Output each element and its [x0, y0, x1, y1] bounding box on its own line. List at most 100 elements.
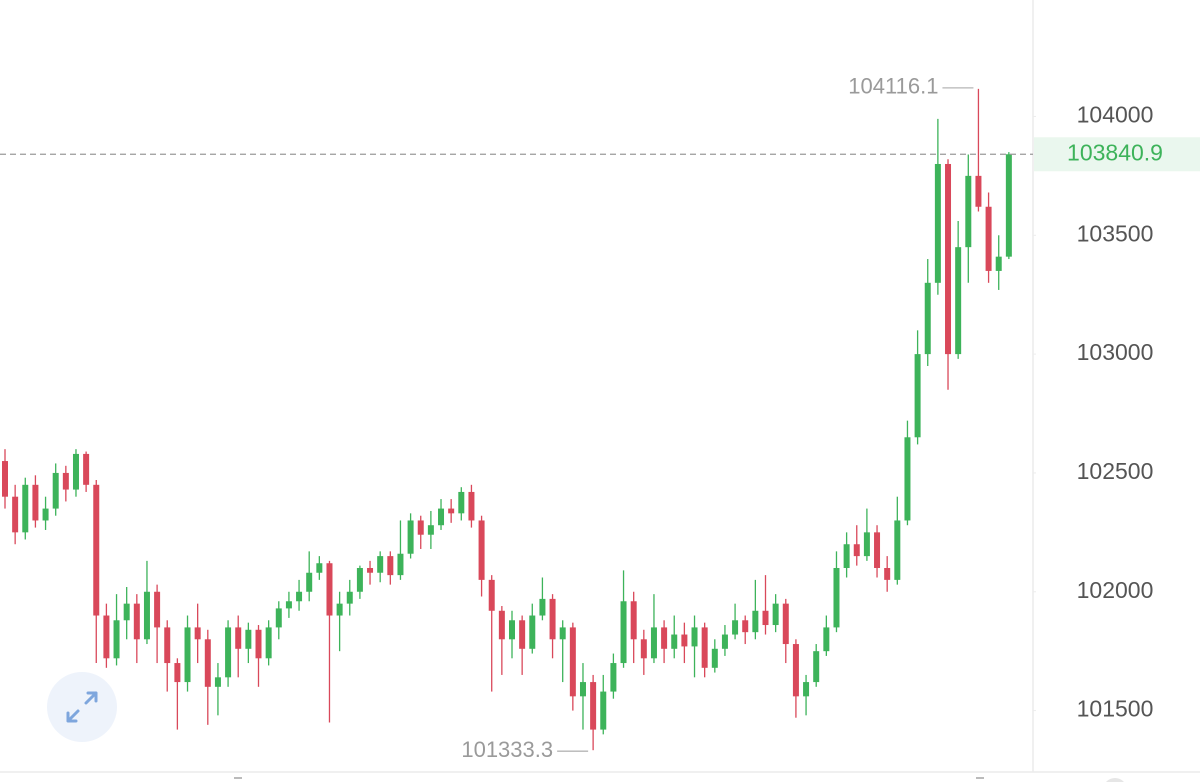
candle-body	[255, 629, 262, 659]
candle-body	[275, 608, 282, 628]
candle-body	[934, 163, 941, 283]
candle-body	[640, 639, 647, 659]
candle-body	[478, 520, 485, 580]
candle-body	[316, 563, 323, 573]
candle-body	[823, 627, 830, 652]
candle-body	[945, 163, 952, 355]
candle-body	[650, 627, 657, 659]
candle-body	[22, 484, 29, 533]
candle-body	[691, 627, 698, 647]
candle-body	[813, 651, 820, 683]
candle-body	[194, 627, 201, 640]
candle-body	[600, 691, 607, 730]
candle-body	[336, 603, 343, 616]
candle-body	[732, 620, 739, 635]
candle-body	[569, 627, 576, 697]
candle-body	[721, 634, 728, 649]
candle-body	[367, 567, 374, 573]
candle-body	[965, 175, 972, 248]
candle-body	[387, 556, 394, 576]
candle-body	[975, 175, 982, 207]
candle-body	[204, 639, 211, 687]
candle-body	[427, 525, 434, 535]
candle-body	[559, 627, 566, 640]
candle-body	[113, 620, 120, 659]
candle-body	[488, 579, 495, 611]
candle-body	[356, 567, 363, 592]
candle-body	[245, 629, 252, 649]
last-price-label: 103840.9	[1067, 139, 1163, 165]
candle-body	[681, 634, 688, 647]
candle-body	[2, 461, 8, 497]
candle-body	[12, 496, 19, 533]
candle-body	[72, 453, 79, 490]
y-tick-label: 102000	[1077, 577, 1154, 603]
candle-body	[955, 247, 962, 355]
candle-body	[164, 627, 171, 664]
bottom-icon	[1106, 778, 1124, 782]
candle-body	[539, 598, 546, 616]
candle-body	[833, 567, 840, 628]
candle-body	[792, 644, 799, 697]
candle-body	[438, 508, 445, 526]
candle-body	[377, 556, 384, 573]
candle-body	[509, 620, 515, 640]
candle-body	[1005, 154, 1012, 257]
candle-body	[42, 508, 49, 521]
candle-body	[62, 472, 69, 490]
candle-body	[884, 567, 891, 580]
candle-body	[985, 206, 992, 271]
candle-body	[995, 256, 1002, 271]
candle-body	[498, 610, 505, 640]
y-tick-label: 103000	[1077, 339, 1154, 365]
candle-body	[853, 544, 860, 557]
candle-body	[184, 627, 191, 683]
candle-body	[620, 601, 627, 664]
candle-body	[782, 603, 789, 645]
y-tick-label: 103500	[1077, 220, 1154, 246]
candle-body	[407, 520, 414, 554]
candle-body	[701, 627, 708, 668]
candle-body	[214, 677, 221, 687]
expand-icon	[66, 691, 98, 723]
candle-body	[468, 491, 475, 521]
candle-body	[174, 663, 181, 683]
candle-body	[630, 601, 637, 640]
candle-body	[752, 610, 759, 633]
candle-body	[397, 553, 404, 576]
candle-body	[863, 532, 870, 557]
high-annotation: 104116.1	[848, 74, 938, 99]
candle-body	[711, 648, 718, 668]
y-tick-label: 104000	[1077, 102, 1154, 128]
last-price-bg	[1034, 137, 1200, 172]
candles	[2, 88, 1012, 751]
candle-body	[579, 682, 586, 697]
low-annotation: 101333.3	[461, 737, 553, 762]
candle-body	[143, 591, 150, 640]
candle-body	[904, 437, 911, 521]
expand-button[interactable]	[47, 672, 117, 742]
candle-body	[306, 572, 313, 592]
candle-body	[32, 484, 39, 521]
candle-body	[93, 484, 100, 616]
candle-body	[590, 682, 597, 730]
candle-body	[123, 603, 130, 621]
candle-body	[154, 591, 161, 628]
candle-body	[894, 520, 901, 580]
candle-body	[610, 663, 617, 692]
candle-body	[458, 491, 465, 514]
candle-body	[843, 544, 850, 568]
candle-body	[225, 627, 232, 678]
candle-body	[285, 601, 292, 609]
candle-body	[529, 615, 536, 649]
candle-body	[265, 627, 272, 659]
candle-body	[52, 472, 59, 509]
candle-body	[519, 620, 526, 649]
candle-body	[235, 627, 242, 649]
candle-body	[549, 598, 556, 640]
candle-body	[346, 591, 353, 604]
expand-button-bg	[47, 672, 117, 742]
